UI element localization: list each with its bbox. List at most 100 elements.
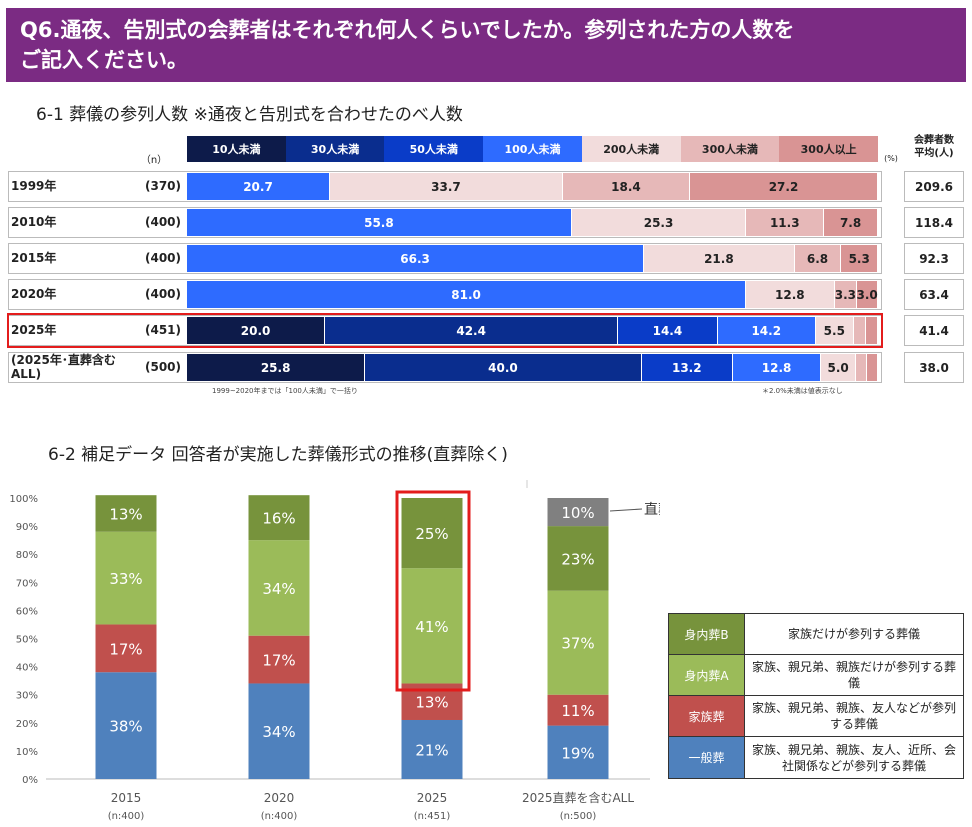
bar-segment: 6.8 xyxy=(794,245,842,272)
row-label: 2015年 xyxy=(11,251,57,265)
section1-title: 6-1 葬儀の参列人数 ※通夜と告別式を合わせたのべ人数 xyxy=(36,105,463,125)
legend-table-desc: 家族だけが参列する葬儀 xyxy=(745,614,963,654)
annotation-line xyxy=(609,508,643,512)
x-n-label: (n:400) xyxy=(108,811,145,822)
bar-segment: 25.3 xyxy=(571,209,747,236)
legend-table-row: 身内葬B 家族だけが参列する葬儀 xyxy=(669,614,963,655)
bar-segment xyxy=(855,354,867,381)
segment-label: 34% xyxy=(262,580,295,598)
bar-segment: 27.2 xyxy=(690,173,878,200)
segment-label: 25% xyxy=(415,525,448,543)
segment-label: 38% xyxy=(109,718,142,736)
legend-table-desc: 家族、親兄弟、親族、友人などが参列する葬儀 xyxy=(745,696,963,736)
legend-item-6: 300人以上 xyxy=(779,136,878,162)
bar-segment: 66.3 xyxy=(187,245,645,272)
y-tick-label: 70% xyxy=(16,578,38,589)
row-average: 63.4 xyxy=(904,279,964,310)
x-n-label: (n:500) xyxy=(560,811,597,822)
legend-table-desc: 家族、親兄弟、親族、友人、近所、会社関係などが参列する葬儀 xyxy=(745,737,963,778)
row-n: (451) xyxy=(145,323,182,337)
legend-item-1: 30人未満 xyxy=(285,136,385,162)
legend-item-4: 200人未満 xyxy=(581,136,681,162)
segment-label: 34% xyxy=(262,723,295,741)
highlight-box-2025 xyxy=(7,313,883,348)
bar-segment: 5.5 xyxy=(815,317,854,344)
legend-table-row: 家族葬 家族、親兄弟、親族、友人などが参列する葬儀 xyxy=(669,696,963,737)
avg-header-line2: 平均(人) xyxy=(914,148,954,159)
column-segment xyxy=(547,694,609,726)
stacked-column-chart: 0% 10% 20% 30% 40% 50% 60% 70% 80% 90% 100% 38% 17% 3… xyxy=(9,480,660,822)
column-segment xyxy=(248,683,310,779)
y-tick-label: 60% xyxy=(16,606,38,617)
bar-segment: 40.0 xyxy=(365,354,642,381)
column-segment xyxy=(95,672,157,779)
legend-table-row: 身内葬A 家族、親兄弟、親族だけが参列する葬儀 xyxy=(669,655,963,696)
y-tick-label: 100% xyxy=(9,494,38,505)
column-segment xyxy=(401,498,463,569)
question-title-line2: ご記入ください。 xyxy=(20,48,188,72)
x-category-label: 2020 xyxy=(264,791,295,805)
bar-segment: 5.0 xyxy=(821,354,856,381)
legend-table-desc: 家族、親兄弟、親族だけが参列する葬儀 xyxy=(745,655,963,695)
bar-segment: 11.3 xyxy=(746,209,825,236)
row-n: (500) xyxy=(145,360,182,374)
legend-table-row: 一般葬 家族、親兄弟、親族、友人、近所、会社関係などが参列する葬儀 xyxy=(669,737,963,778)
bar-segment: 33.7 xyxy=(330,173,563,200)
segment-label: 17% xyxy=(109,640,142,658)
row-average: 118.4 xyxy=(904,207,964,238)
row-n: (370) xyxy=(145,179,182,193)
bar-segment: 81.0 xyxy=(187,281,747,308)
unit-label: (%) xyxy=(884,153,898,163)
note-right: ＊2.0%未満は値表示なし xyxy=(762,387,843,395)
row-average: 41.4 xyxy=(904,315,964,346)
column-segment xyxy=(547,498,609,527)
x-category-label: 2015 xyxy=(111,791,142,805)
bar-segment: 3.0 xyxy=(857,281,878,308)
bar-segment: 12.8 xyxy=(732,354,822,381)
row-average: 38.0 xyxy=(904,352,964,383)
row-n: (400) xyxy=(145,215,182,229)
segment-label: 16% xyxy=(262,510,295,528)
x-category-label: 2025 xyxy=(417,791,448,805)
segment-label: 17% xyxy=(262,652,295,670)
column-segment xyxy=(95,531,157,625)
bar-segment: 25.8 xyxy=(187,354,366,381)
bar-segment: 13.2 xyxy=(641,354,733,381)
bar-segment: 14.4 xyxy=(618,317,718,344)
column-segment xyxy=(248,495,310,541)
highlight-box-2025-column xyxy=(395,490,471,692)
y-tick-label: 50% xyxy=(16,635,38,646)
legend-table: 身内葬B 家族だけが参列する葬儀 身内葬A 家族、親兄弟、親族だけが参列する葬儀 家族葬… xyxy=(668,613,964,779)
segment-label: 23% xyxy=(561,550,594,568)
column-segment xyxy=(401,568,463,684)
y-tick-label: 30% xyxy=(16,691,38,702)
annotation-chokuso: 直葬 xyxy=(644,501,660,518)
y-tick-label: 10% xyxy=(16,747,38,758)
x-category-label: 2025直葬を含むALL xyxy=(522,790,634,805)
bar-segment: 12.8 xyxy=(746,281,835,308)
segment-label: 41% xyxy=(415,618,448,636)
column-segment xyxy=(401,719,463,779)
column-segment xyxy=(95,624,157,673)
legend-table-name: 身内葬B xyxy=(669,614,745,654)
row-label: 2010年 xyxy=(11,215,57,229)
row-average: 92.3 xyxy=(904,243,964,274)
column-segment xyxy=(547,725,609,779)
x-n-label: (n:451) xyxy=(414,811,451,822)
bar-segment xyxy=(866,317,878,344)
row-label: 2025年 xyxy=(11,323,57,337)
column-segment xyxy=(248,635,310,684)
bar-segment: 20.0 xyxy=(187,317,326,344)
y-tick-label: 80% xyxy=(16,550,38,561)
y-tick-label: 90% xyxy=(16,522,38,533)
row-n: (400) xyxy=(145,287,182,301)
note-left: 1999~2020年までは「100人未満」で一括り xyxy=(212,387,358,395)
segment-label: 33% xyxy=(109,570,142,588)
bar-segment: 42.4 xyxy=(325,317,619,344)
bar-segment: 3.3 xyxy=(834,281,858,308)
y-tick-label: 20% xyxy=(16,719,38,730)
row-label: 2020年 xyxy=(11,287,57,301)
avg-header-line1: 会葬者数 xyxy=(914,135,954,146)
row-label: 1999年 xyxy=(11,179,57,193)
legend-item-3: 100人未満 xyxy=(483,136,582,162)
